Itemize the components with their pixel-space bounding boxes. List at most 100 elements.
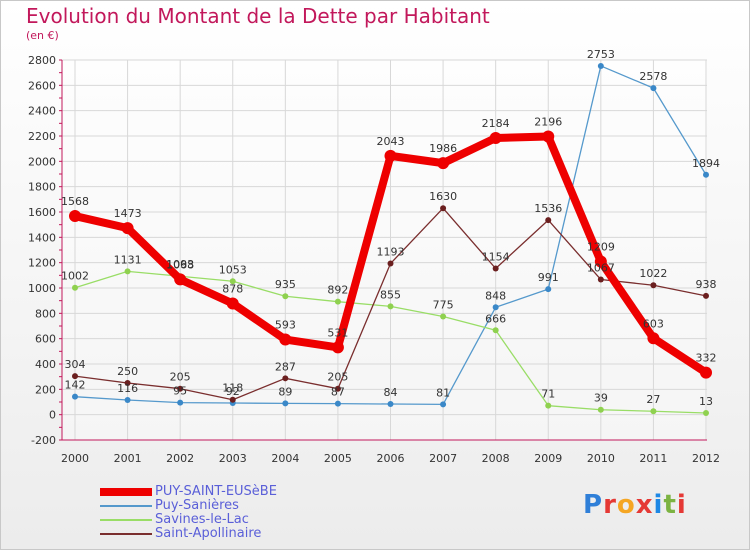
data-label: 666 xyxy=(485,312,506,325)
data-label: 855 xyxy=(380,288,401,301)
data-label: 304 xyxy=(65,358,86,371)
data-point xyxy=(384,149,397,162)
data-point xyxy=(124,380,131,386)
data-label: 2753 xyxy=(587,48,615,61)
legend-swatch xyxy=(100,519,152,521)
data-point xyxy=(597,276,604,283)
data-label: 1986 xyxy=(429,142,457,155)
data-point xyxy=(279,333,292,346)
data-label: 935 xyxy=(275,278,296,291)
data-point xyxy=(492,304,499,311)
data-point xyxy=(72,284,78,291)
data-point xyxy=(440,401,447,408)
data-point xyxy=(703,171,709,178)
data-point xyxy=(124,268,131,275)
series xyxy=(69,62,712,417)
data-label: 1630 xyxy=(429,190,457,203)
y-tick-label: 2200 xyxy=(28,130,56,143)
data-point xyxy=(545,217,552,224)
data-label: 116 xyxy=(117,382,138,395)
legend-swatch xyxy=(100,505,152,507)
y-tick-label: 1600 xyxy=(28,206,56,219)
data-point xyxy=(174,273,187,286)
data-point xyxy=(177,399,184,406)
data-label: 1022 xyxy=(639,267,667,280)
legend-label: PUY-SAINT-EUSèBE xyxy=(155,484,277,499)
x-tick-label: 2010 xyxy=(587,452,615,465)
data-label: 250 xyxy=(117,365,138,378)
data-point xyxy=(542,130,555,143)
data-point xyxy=(594,255,607,268)
data-point xyxy=(72,373,78,380)
y-tick-label: -200 xyxy=(31,434,56,447)
data-label: 27 xyxy=(646,393,660,406)
data-label: 892 xyxy=(327,284,348,297)
data-label: 84 xyxy=(384,386,398,399)
data-label: 775 xyxy=(433,299,454,312)
data-label: 1154 xyxy=(482,250,510,263)
y-tick-label: 1200 xyxy=(28,257,56,270)
data-label: 287 xyxy=(275,360,296,373)
data-label: 938 xyxy=(696,278,717,291)
data-label: 142 xyxy=(65,379,86,392)
x-tick-label: 2012 xyxy=(692,452,720,465)
data-point xyxy=(124,396,131,403)
data-label: 81 xyxy=(436,386,450,399)
y-tick-label: 200 xyxy=(35,383,56,396)
data-label: 1131 xyxy=(114,253,142,266)
data-labels: 142 116 95 92 89 87 84 81 848 991 2753 2578 1894 1002… xyxy=(61,48,720,408)
x-tick-label: 2004 xyxy=(271,452,299,465)
data-point xyxy=(331,341,344,354)
y-tick-label: 2000 xyxy=(28,155,56,168)
data-label: 1568 xyxy=(61,195,89,208)
data-point xyxy=(334,400,341,407)
data-label: 92 xyxy=(226,385,240,398)
data-label: 603 xyxy=(643,317,664,330)
x-tick-label: 2001 xyxy=(114,452,142,465)
data-label: 332 xyxy=(696,352,717,365)
data-point xyxy=(387,303,394,310)
proxiti-logo: Proxiti xyxy=(583,490,687,520)
y-tick-label: 800 xyxy=(35,307,56,320)
data-label: 39 xyxy=(594,392,608,405)
data-label: 593 xyxy=(275,319,296,332)
data-label: 2196 xyxy=(534,116,562,129)
y-tick-label: 1400 xyxy=(28,231,56,244)
y-tick-label: 1800 xyxy=(28,181,56,194)
data-point xyxy=(72,393,78,400)
data-label: 1093 xyxy=(166,258,194,271)
y-tick-label: 600 xyxy=(35,333,56,346)
x-tick-label: 2007 xyxy=(429,452,457,465)
data-label: 1053 xyxy=(219,263,247,276)
data-point xyxy=(440,205,447,212)
data-point xyxy=(489,132,502,145)
x-tick-label: 2008 xyxy=(482,452,510,465)
data-point xyxy=(703,292,709,299)
data-point xyxy=(700,366,712,379)
data-point xyxy=(597,406,604,413)
legend-label: Puy-Sanières xyxy=(155,498,239,513)
data-point xyxy=(121,222,134,235)
data-point xyxy=(437,157,450,170)
data-label: 2184 xyxy=(482,117,510,130)
data-label: 87 xyxy=(331,386,345,399)
x-tick-label: 2002 xyxy=(166,452,194,465)
data-point xyxy=(282,293,289,300)
data-label: 2043 xyxy=(377,135,405,148)
data-label: 848 xyxy=(485,289,506,302)
data-label: 1193 xyxy=(377,246,405,259)
y-tick-label: 400 xyxy=(35,358,56,371)
data-label: 118 xyxy=(222,382,243,395)
data-point xyxy=(334,298,341,305)
chart-unit: (en €) xyxy=(26,29,59,42)
data-label: 71 xyxy=(541,388,555,401)
y-tick-label: 0 xyxy=(49,409,56,422)
x-tick-label: 2006 xyxy=(377,452,405,465)
legend-swatch xyxy=(100,533,152,535)
data-point xyxy=(282,375,289,382)
data-point xyxy=(229,278,236,285)
data-label: 1894 xyxy=(692,157,720,170)
data-point xyxy=(650,408,657,415)
data-point xyxy=(647,332,660,345)
